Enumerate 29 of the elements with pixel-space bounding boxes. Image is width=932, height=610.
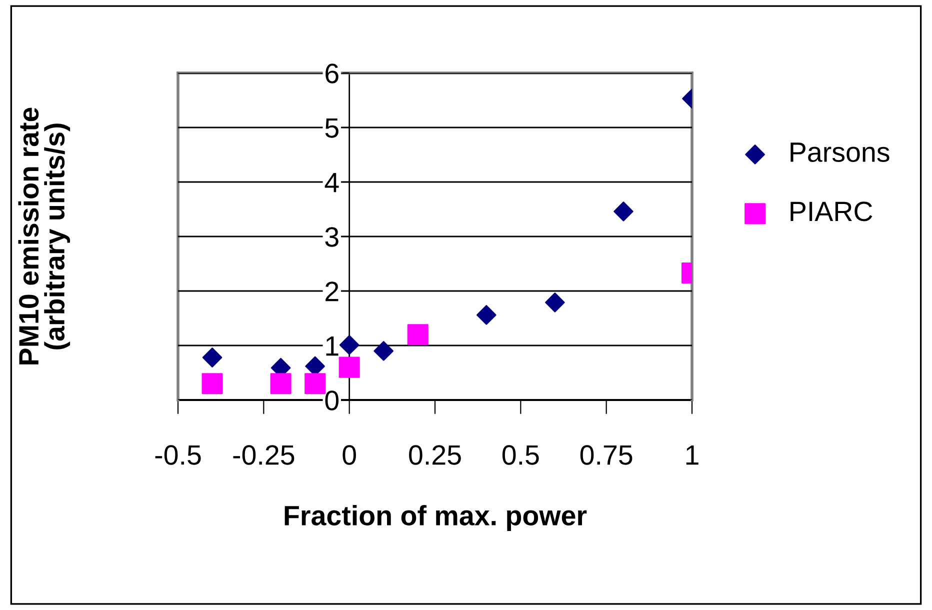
point [304, 373, 326, 394]
x-tick-label: -0.5 [155, 445, 201, 465]
y-axis-title: PM10 emission rate (arbitrary units/s) [18, 108, 70, 364]
point [338, 356, 360, 378]
point [476, 305, 496, 325]
y-tick-label: 2 [326, 282, 338, 302]
legend-label: PIARC [790, 202, 872, 222]
x-tick-label: -0.25 [233, 445, 294, 465]
point [202, 373, 223, 394]
point [339, 335, 360, 355]
point [374, 341, 394, 361]
y-tick-label: 4 [324, 172, 339, 192]
x-tick-label: 0.25 [409, 445, 461, 465]
point [614, 202, 634, 222]
x-tick-label: 0 [342, 445, 356, 465]
x-tick-label: 0.5 [502, 445, 539, 465]
point [270, 373, 292, 394]
y-tick-label: 1 [326, 336, 338, 356]
legend-label: Parsons [790, 142, 890, 162]
x-tick-label: 1 [686, 445, 698, 465]
y-tick-label: 5 [325, 118, 338, 138]
x-tick-label: 0.75 [580, 445, 632, 465]
y-tick-label: 0 [325, 390, 339, 410]
x-axis-title: Fraction of max. power [284, 505, 587, 531]
point [545, 292, 565, 312]
y-tick-label: 6 [326, 64, 338, 84]
point [407, 324, 428, 346]
point [202, 348, 222, 368]
y-tick-label: 3 [325, 227, 338, 247]
